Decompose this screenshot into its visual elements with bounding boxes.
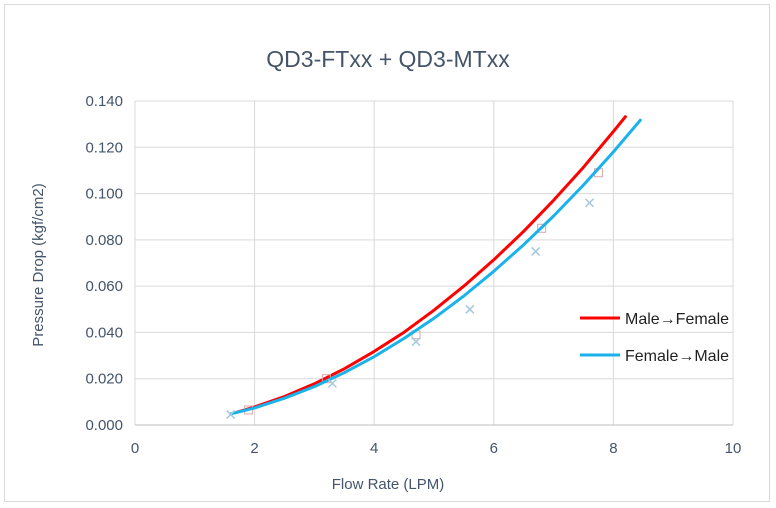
trendline — [237, 117, 626, 413]
trendline — [231, 120, 641, 414]
legend-label: Female→Male — [625, 348, 729, 365]
y-tick-label: 0.060 — [85, 278, 123, 295]
x-tick-label: 0 — [131, 440, 139, 457]
gridlines — [135, 101, 733, 425]
legend-item-1: Male→Female — [580, 311, 729, 328]
y-tick-label: 0.040 — [85, 324, 123, 341]
y-tick-label: 0.140 — [85, 93, 123, 110]
legend-item-2: Female→Male — [580, 348, 729, 365]
data-point — [466, 305, 474, 313]
data-point — [585, 199, 593, 207]
chart-frame: 0.000 0.020 0.040 0.060 0.080 0.100 0.120 0.140… — [4, 4, 770, 502]
series-1 — [237, 117, 626, 414]
series-2 — [227, 120, 641, 418]
data-point — [532, 247, 540, 255]
y-tick-label: 0.080 — [85, 232, 123, 249]
plot-area — [227, 117, 641, 419]
legend: Male→Female Female→Male — [580, 311, 729, 365]
y-tick-label: 0.020 — [85, 371, 123, 388]
x-axis-title: Flow Rate (LPM) — [332, 476, 445, 493]
chart-title: QD3-FTxx + QD3-MTxx — [266, 46, 510, 72]
y-tick-label: 0.120 — [85, 139, 123, 156]
x-tick-label: 6 — [490, 440, 498, 457]
legend-label: Male→Female — [625, 311, 729, 328]
x-tick-label: 2 — [250, 440, 258, 457]
chart-canvas: 0.000 0.020 0.040 0.060 0.080 0.100 0.120 0.140… — [5, 5, 771, 503]
y-tick-label: 0.000 — [85, 417, 123, 434]
x-tick-label: 10 — [725, 440, 742, 457]
y-tick-label: 0.100 — [85, 186, 123, 203]
y-axis-title: Pressure Drop (kgf/cm2) — [30, 183, 47, 346]
x-tick-label: 4 — [370, 440, 378, 457]
x-tick-label: 8 — [609, 440, 617, 457]
data-point — [328, 379, 336, 387]
